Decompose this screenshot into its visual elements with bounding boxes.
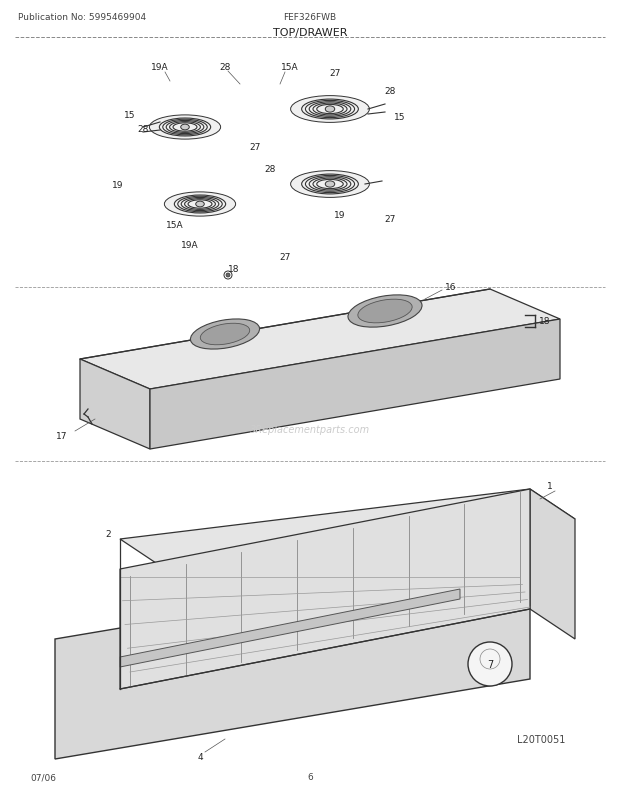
Polygon shape xyxy=(55,559,530,759)
Text: 17: 17 xyxy=(56,432,68,441)
Text: 28: 28 xyxy=(219,63,231,71)
Text: 15: 15 xyxy=(394,113,405,123)
Ellipse shape xyxy=(190,319,260,350)
Text: FEF326FWB: FEF326FWB xyxy=(283,14,337,22)
Polygon shape xyxy=(150,320,560,449)
Ellipse shape xyxy=(164,192,236,217)
Ellipse shape xyxy=(291,172,370,198)
Ellipse shape xyxy=(358,300,412,323)
Text: Publication No: 5995469904: Publication No: 5995469904 xyxy=(18,14,146,22)
Text: 15A: 15A xyxy=(166,221,184,229)
Polygon shape xyxy=(530,489,575,639)
Circle shape xyxy=(226,273,230,277)
Text: 28: 28 xyxy=(264,165,276,174)
Text: 27: 27 xyxy=(280,253,291,262)
Text: 07/06: 07/06 xyxy=(30,772,56,781)
Ellipse shape xyxy=(196,202,204,208)
Text: 15: 15 xyxy=(124,111,136,119)
Ellipse shape xyxy=(149,115,221,140)
Text: 27: 27 xyxy=(249,144,260,152)
Text: 19A: 19A xyxy=(181,241,199,249)
Ellipse shape xyxy=(326,181,335,188)
Text: 19: 19 xyxy=(334,210,346,219)
Text: 28: 28 xyxy=(384,87,396,96)
Text: 28: 28 xyxy=(137,125,149,134)
Text: 16: 16 xyxy=(445,283,456,292)
Text: 19: 19 xyxy=(112,180,124,189)
Polygon shape xyxy=(120,489,530,689)
Text: 3Replacementparts.com: 3Replacementparts.com xyxy=(250,424,370,435)
Text: TOP/DRAWER: TOP/DRAWER xyxy=(273,28,347,38)
Text: 1: 1 xyxy=(547,482,553,491)
Text: L20T0051: L20T0051 xyxy=(516,734,565,744)
Ellipse shape xyxy=(326,107,335,113)
Text: 19A: 19A xyxy=(151,63,169,72)
Ellipse shape xyxy=(291,96,370,124)
Text: 15A: 15A xyxy=(281,63,299,72)
Ellipse shape xyxy=(348,295,422,328)
Text: 4: 4 xyxy=(197,752,203,762)
Text: 27: 27 xyxy=(384,215,396,225)
Ellipse shape xyxy=(200,324,250,346)
Polygon shape xyxy=(80,359,150,449)
Circle shape xyxy=(468,642,512,687)
Text: 6: 6 xyxy=(307,772,313,781)
Text: 18: 18 xyxy=(228,265,240,274)
Text: 18: 18 xyxy=(539,317,551,326)
Ellipse shape xyxy=(180,125,189,131)
Text: 7: 7 xyxy=(487,659,493,669)
Polygon shape xyxy=(80,290,560,390)
Polygon shape xyxy=(120,589,460,667)
Text: 2: 2 xyxy=(105,530,111,539)
Text: 27: 27 xyxy=(329,68,340,78)
Polygon shape xyxy=(120,489,575,569)
